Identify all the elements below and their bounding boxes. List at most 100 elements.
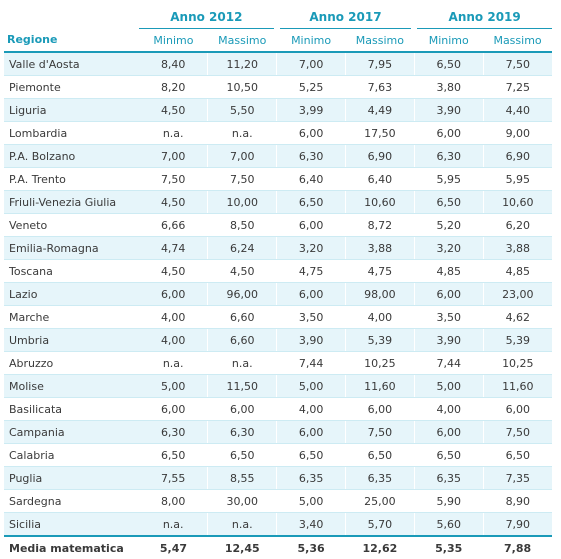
value-cell: 6,00 <box>276 282 346 306</box>
value-cell: 9,00 <box>482 121 552 145</box>
min-column-header: Minimo <box>276 28 346 53</box>
value-cell: 6,40 <box>344 167 415 191</box>
max-column-header: Massimo <box>483 28 552 53</box>
value-cell: 6,00 <box>207 397 277 421</box>
value-cell: 6,00 <box>139 282 208 306</box>
value-cell: 10,25 <box>482 351 552 375</box>
value-cell: 7,44 <box>276 351 346 375</box>
value-cell: 7,50 <box>344 420 415 444</box>
value-cell: 23,00 <box>482 282 552 306</box>
value-cell: 6,50 <box>344 443 415 467</box>
value-cell: 3,50 <box>413 305 484 329</box>
value-cell: 10,60 <box>344 190 415 214</box>
region-name: Marche <box>4 305 140 329</box>
value-cell: 4,74 <box>139 236 208 260</box>
value-cell: 11,60 <box>344 374 415 398</box>
value-cell: 4,62 <box>482 305 552 329</box>
value-cell: 6,30 <box>207 420 277 444</box>
value-cell: 3,40 <box>276 512 346 537</box>
region-name: Toscana <box>4 259 140 283</box>
value-cell: 4,40 <box>482 98 552 122</box>
value-cell: 6,50 <box>276 190 346 214</box>
table-row: Liguria 4,50 5,50 3,99 4,49 3,90 4,40 <box>4 98 552 122</box>
value-cell: 7,50 <box>207 167 277 191</box>
value-cell: 7,44 <box>413 351 484 375</box>
value-cell: 6,50 <box>276 443 346 467</box>
value-cell: 5,00 <box>276 489 346 513</box>
average-value: 12,62 <box>345 535 415 559</box>
value-cell: 8,20 <box>139 75 208 99</box>
value-cell: 8,40 <box>139 52 208 76</box>
value-cell: 11,60 <box>482 374 552 398</box>
value-cell: 8,90 <box>482 489 552 513</box>
value-cell: 6,50 <box>139 443 208 467</box>
value-cell: 7,50 <box>482 420 552 444</box>
value-cell: 3,99 <box>276 98 346 122</box>
value-cell: 7,63 <box>344 75 415 99</box>
value-cell: 8,55 <box>207 466 277 490</box>
region-name: Abruzzo <box>4 351 140 375</box>
value-cell: 7,00 <box>207 144 277 168</box>
value-cell: 6,35 <box>344 466 415 490</box>
value-cell: 96,00 <box>207 282 277 306</box>
value-cell: 4,75 <box>276 259 346 283</box>
value-cell: 10,60 <box>482 190 552 214</box>
value-cell: 5,39 <box>344 328 415 352</box>
table-row: Molise 5,00 11,50 5,00 11,60 5,00 11,60 <box>4 374 552 398</box>
table-row: Marche 4,00 6,60 3,50 4,00 3,50 4,62 <box>4 305 552 329</box>
value-cell: 6,00 <box>139 397 208 421</box>
value-cell: 7,00 <box>139 144 208 168</box>
value-cell: 6,00 <box>413 420 484 444</box>
value-cell: 7,00 <box>276 52 346 76</box>
region-name: Basilicata <box>4 397 140 421</box>
table-header: Anno 2012 Anno 2017 Anno 2019 Regione Mi… <box>4 6 552 53</box>
region-name: Umbria <box>4 328 140 352</box>
table-row: Campania 6,30 6,30 6,00 7,50 6,00 7,50 <box>4 420 552 444</box>
table-row: Valle d'Aosta 8,40 11,20 7,00 7,95 6,50 7,50 <box>4 52 552 76</box>
region-name: Sicilia <box>4 512 140 537</box>
value-cell: 98,00 <box>344 282 415 306</box>
value-cell: 3,90 <box>276 328 346 352</box>
value-cell: 4,85 <box>413 259 484 283</box>
value-cell: 6,00 <box>413 282 484 306</box>
value-cell: 6,50 <box>413 443 484 467</box>
value-cell: 4,49 <box>344 98 415 122</box>
value-cell: 10,25 <box>344 351 415 375</box>
value-cell: 4,50 <box>139 190 208 214</box>
value-cell: 3,88 <box>482 236 552 260</box>
value-cell: 6,50 <box>413 190 484 214</box>
value-cell: 30,00 <box>207 489 277 513</box>
value-cell: 4,50 <box>139 259 208 283</box>
value-cell: 6,60 <box>207 328 277 352</box>
value-cell: 5,00 <box>413 374 484 398</box>
average-value: 12,45 <box>207 535 277 559</box>
value-cell: 11,50 <box>207 374 277 398</box>
region-name: Liguria <box>4 98 140 122</box>
value-cell: 4,00 <box>276 397 346 421</box>
region-name: Lombardia <box>4 121 140 145</box>
value-cell: 6,40 <box>276 167 346 191</box>
table-row: Toscana 4,50 4,50 4,75 4,75 4,85 4,85 <box>4 259 552 283</box>
max-column-header: Massimo <box>345 28 415 53</box>
value-cell: 6,90 <box>344 144 415 168</box>
value-cell: 5,70 <box>344 512 415 537</box>
average-row: Media matematica 5,47 12,45 5,36 12,62 5… <box>4 535 552 559</box>
value-cell: 4,00 <box>139 328 208 352</box>
region-column-header: Regione <box>4 28 140 53</box>
value-cell: 4,50 <box>207 259 277 283</box>
value-cell: 3,20 <box>413 236 484 260</box>
price-table: Anno 2012 Anno 2017 Anno 2019 Regione Mi… <box>4 6 552 559</box>
value-cell: 5,60 <box>413 512 484 537</box>
table-row: Lombardia n.a. n.a. 6,00 17,50 6,00 9,00 <box>4 121 552 145</box>
value-cell: 6,00 <box>344 397 415 421</box>
value-cell: 6,00 <box>413 121 484 145</box>
value-cell: 5,39 <box>482 328 552 352</box>
value-cell: 7,50 <box>139 167 208 191</box>
value-cell: n.a. <box>139 351 208 375</box>
value-cell: 6,30 <box>139 420 208 444</box>
value-cell: 6,00 <box>276 121 346 145</box>
value-cell: 7,35 <box>482 466 552 490</box>
table-row: Lazio 6,00 96,00 6,00 98,00 6,00 23,00 <box>4 282 552 306</box>
region-name: P.A. Trento <box>4 167 140 191</box>
table-row: Puglia 7,55 8,55 6,35 6,35 6,35 7,35 <box>4 466 552 490</box>
